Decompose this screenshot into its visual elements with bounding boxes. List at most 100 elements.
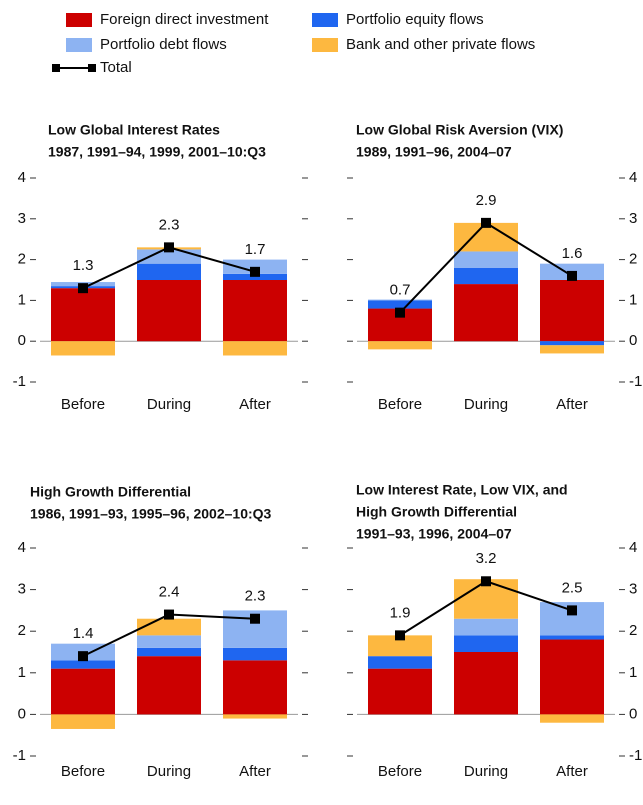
bar-segment — [540, 280, 604, 342]
bar-segment — [454, 267, 518, 285]
total-marker — [78, 283, 88, 294]
x-tick-label: After — [239, 763, 271, 780]
x-tick-label: During — [147, 763, 191, 780]
y-tick-label: -1 — [13, 373, 26, 390]
bar-segment — [368, 656, 432, 669]
total-marker — [164, 242, 174, 253]
legend-label: Portfolio debt flows — [100, 36, 227, 53]
y-tick-label: -1 — [629, 373, 642, 390]
bar-segment — [223, 647, 287, 661]
bar-segment — [368, 300, 432, 309]
bar-segment — [223, 714, 287, 719]
chart-title: 1989, 1991–96, 2004–07 — [356, 144, 512, 160]
bar-segment — [51, 660, 115, 669]
y-tick-label: 3 — [629, 210, 637, 227]
bar-segment — [368, 668, 432, 715]
total-label: 2.3 — [159, 216, 180, 233]
y-tick-label: 3 — [18, 210, 26, 227]
legend-label: Portfolio equity flows — [346, 11, 484, 28]
y-tick-label: 3 — [629, 581, 637, 598]
total-label: 2.5 — [562, 579, 583, 596]
chart-title: Low Global Risk Aversion (VIX) — [356, 122, 563, 138]
x-tick-label: During — [147, 396, 191, 413]
total-marker — [164, 609, 174, 620]
x-tick-label: After — [239, 396, 271, 413]
total-marker — [250, 613, 260, 624]
y-tick-label: 2 — [629, 251, 637, 268]
y-tick-label: 1 — [629, 291, 637, 308]
y-tick-label: 2 — [18, 251, 26, 268]
y-tick-label: 0 — [18, 705, 26, 722]
legend-swatch — [312, 13, 338, 27]
legend-swatch — [66, 13, 92, 27]
bar-segment — [368, 299, 432, 301]
y-tick-label: 4 — [629, 169, 637, 186]
total-label: 2.3 — [245, 588, 266, 605]
legend-label: Total — [100, 59, 132, 76]
total-marker — [567, 605, 577, 616]
bar-segment — [137, 656, 201, 715]
x-tick-label: After — [556, 763, 588, 780]
x-tick-label: Before — [61, 763, 105, 780]
legend-swatch — [312, 38, 338, 52]
y-tick-label: 0 — [18, 332, 26, 349]
bar-segment — [540, 635, 604, 640]
chart-title: Low Global Interest Rates — [48, 122, 220, 138]
total-label: 2.9 — [476, 192, 497, 209]
x-tick-label: During — [464, 763, 508, 780]
bar-segment — [540, 345, 604, 354]
x-tick-label: After — [556, 396, 588, 413]
chart-title: High Growth Differential — [30, 484, 191, 500]
bar-segment — [540, 341, 604, 346]
chart-title: High Growth Differential — [356, 504, 517, 520]
chart-title: 1986, 1991–93, 1995–96, 2002–10:Q3 — [30, 506, 272, 522]
x-tick-label: Before — [378, 763, 422, 780]
total-label: 1.6 — [562, 245, 583, 262]
x-tick-label: During — [464, 396, 508, 413]
chart-title: Low Interest Rate, Low VIX, and — [356, 482, 568, 498]
total-label: 0.7 — [390, 282, 411, 299]
bar-segment — [51, 668, 115, 715]
y-tick-label: 0 — [629, 332, 637, 349]
y-tick-label: 4 — [18, 169, 26, 186]
x-tick-label: Before — [61, 396, 105, 413]
y-tick-label: -1 — [629, 747, 642, 764]
legend-label: Bank and other private flows — [346, 36, 535, 53]
bar-segment — [454, 652, 518, 715]
legend-marker — [52, 64, 60, 72]
bar-segment — [137, 263, 201, 280]
bar-segment — [51, 714, 115, 729]
bar-segment — [454, 284, 518, 342]
chart-title: 1991–93, 1996, 2004–07 — [356, 526, 512, 542]
chart-title: 1987, 1991–94, 1999, 2001–10:Q3 — [48, 144, 266, 160]
bar-segment — [368, 341, 432, 350]
total-marker — [395, 307, 405, 318]
total-marker — [78, 651, 88, 662]
bar-segment — [454, 618, 518, 636]
bar-segment — [137, 618, 201, 636]
y-tick-label: 0 — [629, 705, 637, 722]
bar-segment — [223, 273, 287, 280]
x-tick-label: Before — [378, 396, 422, 413]
bar-segment — [368, 635, 432, 657]
legend-marker — [88, 64, 96, 72]
y-tick-label: 3 — [18, 581, 26, 598]
y-tick-label: 2 — [18, 622, 26, 639]
bar-segment — [137, 647, 201, 657]
y-tick-label: 1 — [18, 664, 26, 681]
total-label: 1.3 — [73, 257, 94, 274]
y-tick-label: 4 — [629, 539, 637, 556]
total-label: 2.4 — [159, 584, 180, 601]
total-marker — [395, 630, 405, 641]
y-tick-label: 1 — [629, 664, 637, 681]
bar-segment — [223, 341, 287, 356]
bar-segment — [454, 251, 518, 268]
legend-swatch — [66, 38, 92, 52]
total-label: 1.7 — [245, 241, 266, 258]
bar-segment — [137, 280, 201, 342]
y-tick-label: 1 — [18, 291, 26, 308]
bar-segment — [540, 639, 604, 715]
bar-segment — [454, 635, 518, 652]
